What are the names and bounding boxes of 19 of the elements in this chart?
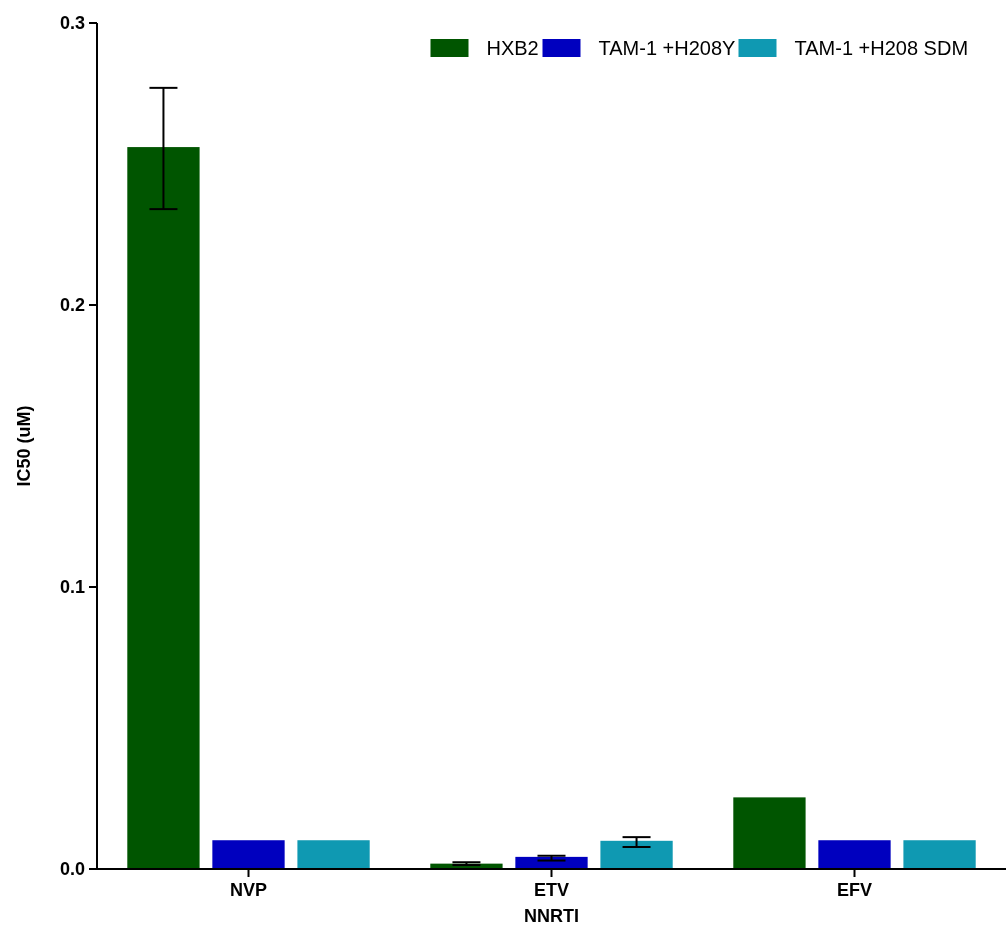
bar [127,147,200,869]
x-tick-label: EFV [836,880,873,900]
y-tick-label: 0.3 [59,13,85,34]
y-tick-label: 0.2 [59,295,85,316]
y-axis-title: IC50 (uM) [14,405,34,487]
bar [733,797,806,869]
bar [212,840,285,869]
x-axis-title: NNRTI [524,906,579,926]
bar [297,840,370,869]
legend-label: TAM-1 +H208 SDM [794,37,969,59]
legend-label: HXB2 [486,37,539,59]
y-tick-label: 0.0 [59,859,85,880]
bar [903,840,976,869]
y-tick-label: 0.1 [59,577,85,598]
bar [818,840,891,869]
bar [600,840,673,869]
legend-label: TAM-1 +H208Y [598,37,736,59]
x-tick-label: ETV [533,880,570,900]
x-tick-label: NVP [229,880,268,900]
